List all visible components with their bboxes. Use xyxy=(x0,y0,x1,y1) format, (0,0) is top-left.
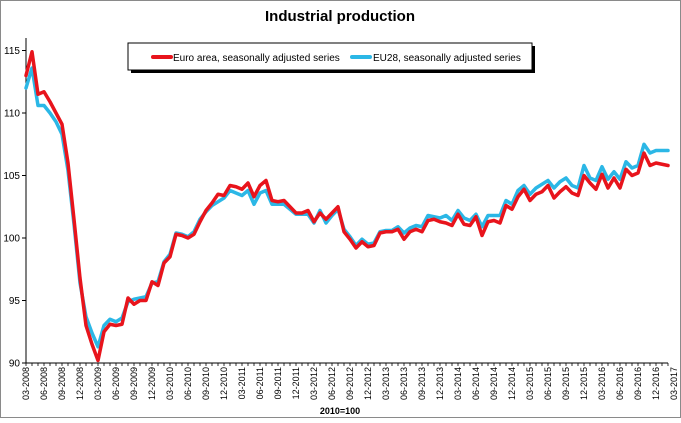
legend-label-euro-area: Euro area, seasonally adjusted series xyxy=(173,53,340,64)
x-tick-label: 03-2009 xyxy=(93,367,103,400)
y-tick-label: 95 xyxy=(9,296,21,307)
x-tick-label: 12-2010 xyxy=(219,367,229,400)
x-tick-label: 06-2009 xyxy=(111,367,121,400)
x-tick-label: 03-2011 xyxy=(237,367,247,399)
y-tick-label: 115 xyxy=(4,46,20,57)
x-tick-label: 12-2012 xyxy=(363,367,373,400)
legend-label-eu28: EU28, seasonally adjusted series xyxy=(373,53,521,64)
x-tick-label: 09-2013 xyxy=(417,367,427,400)
x-tick-label: 12-2013 xyxy=(435,367,445,400)
x-tick-label: 03-2017 xyxy=(669,367,679,400)
x-tick-label: 03-2008 xyxy=(21,367,31,400)
x-tick-label: 06-2015 xyxy=(543,367,553,400)
x-axis-label: 2010=100 xyxy=(320,406,360,416)
x-tick-label: 09-2012 xyxy=(345,367,355,400)
x-tick-label: 12-2016 xyxy=(651,367,661,400)
x-tick-label: 09-2014 xyxy=(489,367,499,400)
x-tick-label: 12-2008 xyxy=(75,367,85,400)
x-tick-label: 06-2011 xyxy=(255,367,265,399)
x-tick-label: 06-2016 xyxy=(615,367,625,400)
x-tick-label: 06-2008 xyxy=(39,367,49,400)
x-tick-label: 09-2009 xyxy=(129,367,139,400)
chart-title: Industrial production xyxy=(265,8,415,25)
x-tick-label: 12-2015 xyxy=(579,367,589,400)
x-tick-label: 09-2010 xyxy=(201,367,211,400)
x-tick-label: 06-2012 xyxy=(327,367,337,400)
x-tick-label: 12-2011 xyxy=(291,367,301,399)
series-line-euro-area xyxy=(24,50,670,363)
y-tick-label: 105 xyxy=(3,171,20,182)
x-tick-label: 03-2015 xyxy=(525,367,535,400)
x-tick-label: 09-2008 xyxy=(57,367,67,400)
legend-box xyxy=(127,42,533,71)
x-tick-label: 03-2016 xyxy=(597,367,607,400)
x-tick-label: 03-2014 xyxy=(453,367,463,400)
chart-legend: Euro area, seasonally adjusted series EU… xyxy=(127,42,535,73)
y-tick-label: 110 xyxy=(4,109,20,120)
x-tick-label: 06-2010 xyxy=(183,367,193,400)
x-tick-label: 09-2011 xyxy=(273,367,283,399)
x-tick-label: 06-2014 xyxy=(471,367,481,400)
x-tick-label: 06-2013 xyxy=(399,367,409,400)
x-tick-label: 12-2009 xyxy=(147,367,157,400)
x-tick-label: 03-2013 xyxy=(381,367,391,400)
x-tick-label: 12-2014 xyxy=(507,367,517,400)
y-tick-label: 90 xyxy=(9,359,21,370)
x-tick-label: 03-2010 xyxy=(165,367,175,400)
x-tick-label: 03-2012 xyxy=(309,367,319,400)
y-tick-label: 100 xyxy=(3,234,20,245)
x-tick-label: 09-2016 xyxy=(633,367,643,400)
x-tick-label: 09-2015 xyxy=(561,367,571,400)
